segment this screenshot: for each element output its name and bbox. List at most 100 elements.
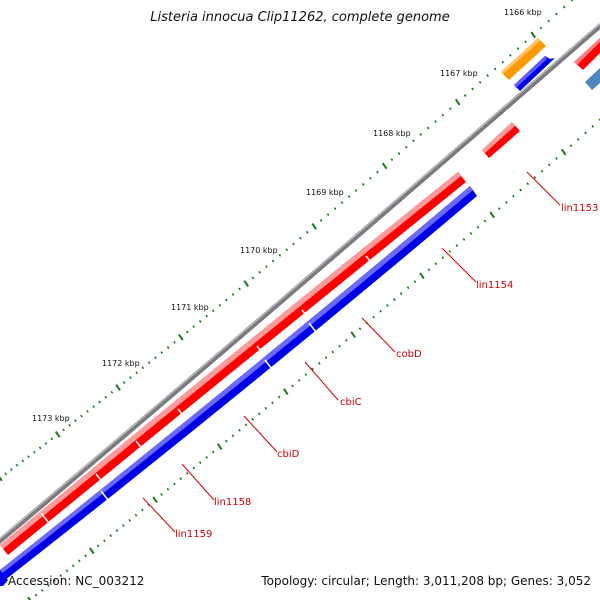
inner-tick [103, 539, 106, 543]
accession-text: Accession: NC_003212 [8, 574, 145, 588]
outer-tick [292, 242, 295, 246]
outer-tick [178, 333, 184, 341]
gene-label-lin1153[interactable]: lin1153 [561, 203, 598, 214]
gene-label-cbiD[interactable]: cbiD [277, 449, 300, 460]
scale-label-1172: 1172 kbp [102, 359, 140, 368]
inner-tick [584, 131, 587, 135]
inner-tick [560, 148, 567, 156]
outer-tick [524, 40, 527, 44]
outer-tick [454, 98, 461, 106]
outer-tick [426, 126, 430, 130]
gene-label-cbiC[interactable]: cbiC [340, 397, 362, 408]
outer-tick [243, 280, 250, 287]
inner-tick [311, 367, 314, 371]
inner-tick [547, 163, 551, 167]
inner-tick [406, 286, 410, 290]
inner-tick [40, 588, 44, 592]
inner-tick [211, 450, 215, 454]
forward-gene-separators [40, 255, 375, 524]
outer-tick [122, 381, 126, 385]
inner-tick-ring [27, 118, 600, 600]
inner-tick [141, 508, 144, 512]
inner-tick [331, 350, 335, 354]
outer-tick [68, 423, 71, 427]
inner-tick [47, 584, 50, 587]
gene-label-lin1154[interactable]: lin1154 [476, 280, 513, 291]
reverse-gene-bottom-cap[interactable] [0, 570, 8, 586]
inner-tick [192, 466, 196, 470]
outer-tick [448, 107, 452, 111]
inner-tick [419, 272, 425, 280]
reverse-strand-genes[interactable] [0, 186, 477, 584]
outer-tick [154, 356, 157, 360]
inner-tick [462, 238, 466, 241]
inner-tick [483, 219, 487, 223]
outer-tick [185, 330, 189, 334]
inner-tick [71, 564, 75, 568]
inner-tick [345, 338, 348, 342]
inner-tick [519, 188, 522, 192]
feature-blue-top[interactable] [514, 56, 555, 91]
outer-tick [115, 384, 121, 391]
inner-tick [251, 417, 254, 421]
inner-tick [179, 477, 183, 481]
outer-tick [110, 390, 114, 394]
inner-tick [338, 344, 341, 348]
outer-tick [571, 0, 574, 2]
scale-label-1169: 1169 kbp [306, 188, 344, 197]
outer-tick [173, 340, 176, 344]
inner-tick [109, 534, 113, 538]
outer-tick [404, 145, 408, 149]
inner-tick [244, 423, 248, 427]
feature-orange[interactable] [501, 38, 546, 80]
outer-tick [311, 223, 317, 230]
gene-lin1153[interactable] [482, 122, 520, 158]
scale-label-1166: 1166 kbp [504, 8, 542, 17]
feature-steelblue[interactable] [585, 68, 600, 90]
outer-tick [104, 395, 108, 399]
inner-tick [173, 482, 176, 486]
forward-strand-genes[interactable] [0, 172, 466, 555]
inner-tick [65, 569, 69, 573]
outer-tick [74, 419, 77, 423]
outer-tick [205, 314, 209, 318]
outer-tick [192, 325, 196, 329]
inner-tick [277, 395, 281, 399]
inner-tick [152, 496, 158, 504]
inner-tick [198, 461, 202, 465]
outer-tick [80, 414, 83, 418]
outer-tick [340, 201, 344, 205]
inner-tick [505, 201, 508, 204]
outer-tick [198, 319, 202, 323]
inner-tick [297, 378, 301, 382]
feature-red-topright[interactable] [574, 38, 600, 70]
outer-tick [4, 472, 7, 476]
inner-tick [413, 280, 417, 284]
scale-label-1171: 1171 kbp [171, 303, 209, 312]
gene-label-lin1159[interactable]: lin1159 [175, 529, 212, 540]
outer-tick [463, 94, 467, 97]
gene-label-cobD[interactable]: cobD [396, 349, 422, 360]
outer-tick [225, 298, 228, 302]
inner-tick [134, 513, 138, 517]
outer-tick [50, 437, 54, 441]
inner-tick [476, 225, 480, 229]
outer-tick [33, 450, 36, 454]
outer-tick [539, 26, 543, 30]
outer-tick [141, 366, 145, 370]
outer-tick [129, 376, 132, 380]
outer-tick [412, 139, 415, 143]
inner-tick [224, 439, 228, 443]
inner-tick [271, 401, 274, 405]
outer-tick [516, 47, 520, 50]
inner-tick [591, 125, 595, 128]
outer-tick [135, 371, 138, 375]
label-leaders [142, 171, 561, 533]
outer-tick [369, 176, 372, 180]
genome-summary-text: Topology: circular; Length: 3,011,208 bp… [261, 574, 591, 588]
outer-tick [231, 293, 235, 296]
outer-tick-ring [0, 0, 574, 482]
gene-label-lin1158[interactable]: lin1158 [214, 497, 251, 508]
inner-tick [350, 331, 356, 338]
